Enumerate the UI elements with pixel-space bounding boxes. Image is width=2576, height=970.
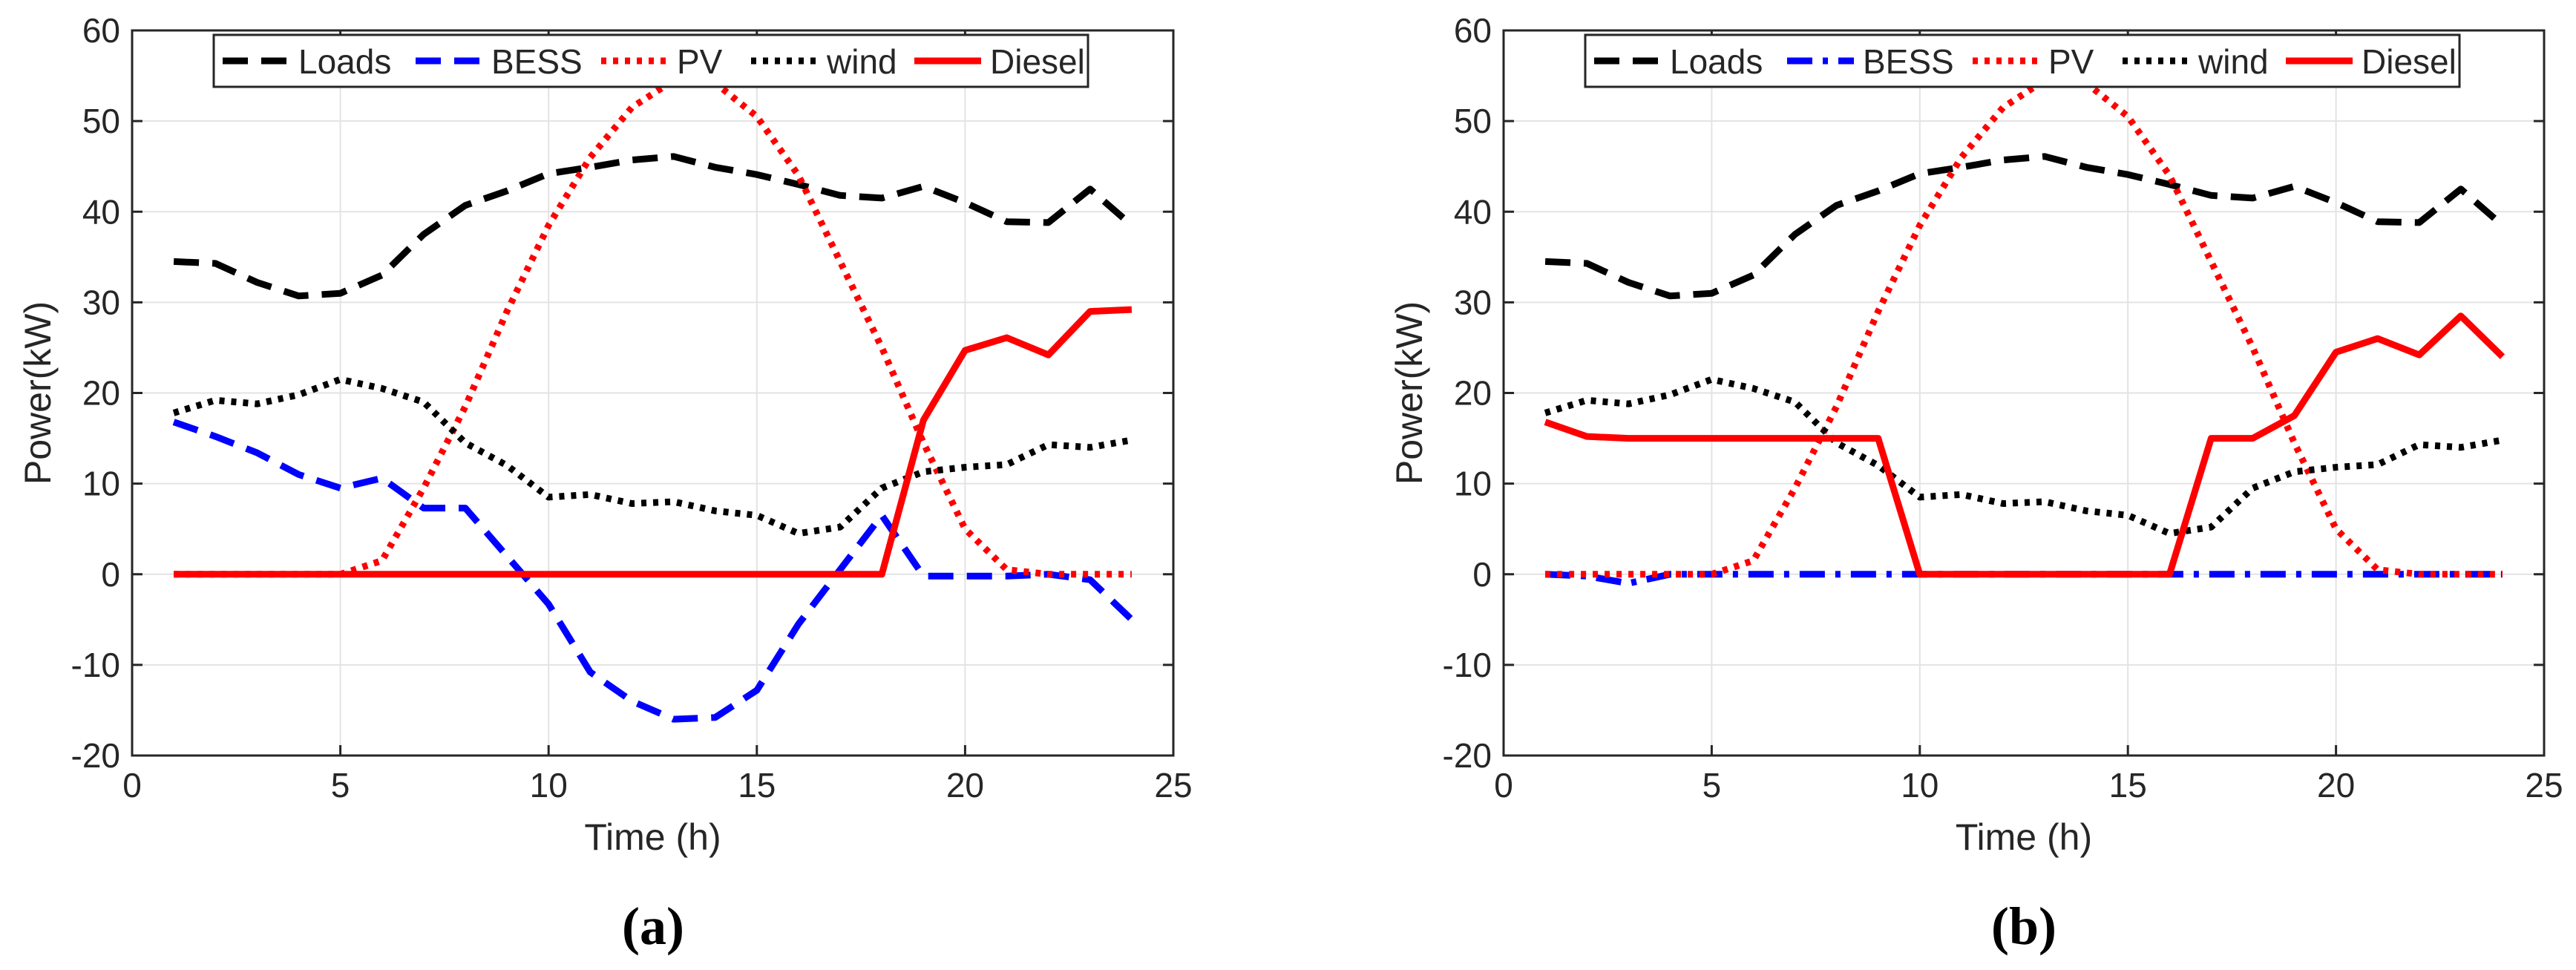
series-line-diesel bbox=[1544, 312, 2505, 578]
x-axis-label: Time (h) bbox=[1956, 816, 2092, 858]
series-line-loads bbox=[173, 153, 1134, 300]
legend: Loads BESS PV wind Diesel bbox=[1584, 33, 2461, 88]
chart-panel-a: 0 5 10 15 20 25 -20 -10 0 10 20 30 40 50 60 Time (h) Pow… bbox=[17, 11, 1193, 956]
legend-label-diesel: Diesel bbox=[990, 42, 1085, 81]
x-tick-label: 15 bbox=[2109, 766, 2147, 804]
legend-label-diesel: Diesel bbox=[2362, 42, 2457, 81]
y-tick-label: -10 bbox=[1443, 646, 1492, 684]
y-axis-label: Power(kW) bbox=[1389, 301, 1430, 485]
y-tick-label: 60 bbox=[1454, 11, 1492, 50]
x-tick-label: 0 bbox=[122, 766, 142, 804]
y-tick-label: 40 bbox=[82, 192, 120, 231]
y-tick-label: 20 bbox=[1454, 374, 1492, 413]
legend-label-pv: PV bbox=[2048, 42, 2094, 81]
x-tick-label: 0 bbox=[1494, 766, 1513, 804]
y-tick-label: 0 bbox=[101, 555, 120, 594]
x-tick-label: 25 bbox=[1154, 766, 1192, 804]
x-tick-label: 5 bbox=[331, 766, 350, 804]
legend-label-wind: wind bbox=[826, 42, 897, 81]
y-tick-label: 50 bbox=[82, 102, 120, 140]
series-line-loads bbox=[1544, 153, 2505, 300]
x-tick-label: 5 bbox=[1702, 766, 1722, 804]
ticks: 0 5 10 15 20 25 -20 -10 0 10 20 30 40 50 60 bbox=[71, 11, 1193, 804]
legend-label-pv: PV bbox=[677, 42, 723, 81]
legend-label-loads: Loads bbox=[1670, 42, 1763, 81]
y-tick-label: -10 bbox=[71, 646, 120, 684]
legend: Loads BESS PV wind Diesel bbox=[212, 33, 1089, 88]
y-tick-label: 30 bbox=[82, 283, 120, 321]
y-tick-label: 10 bbox=[82, 465, 120, 503]
series-group bbox=[1544, 76, 2505, 587]
y-tick-label: 40 bbox=[1454, 192, 1492, 231]
series-line-bess bbox=[172, 419, 1135, 723]
legend-label-loads: Loads bbox=[298, 42, 391, 81]
legend-label-wind: wind bbox=[2198, 42, 2269, 81]
x-tick-label: 15 bbox=[738, 766, 776, 804]
series-line-pv bbox=[1545, 76, 2503, 578]
y-tick-label: 20 bbox=[82, 374, 120, 413]
panel-caption: (b) bbox=[1991, 897, 2056, 956]
y-tick-label: 0 bbox=[1472, 555, 1492, 594]
y-tick-label: 10 bbox=[1454, 465, 1492, 503]
y-tick-label: -20 bbox=[1443, 736, 1492, 775]
x-tick-label: 20 bbox=[946, 766, 984, 804]
y-tick-label: 50 bbox=[1454, 102, 1492, 140]
y-tick-label: -20 bbox=[71, 736, 120, 775]
x-axis-label: Time (h) bbox=[584, 816, 721, 858]
y-axis-label: Power(kW) bbox=[17, 301, 59, 485]
x-tick-label: 10 bbox=[530, 766, 568, 804]
legend-label-bess: BESS bbox=[491, 42, 583, 81]
x-tick-label: 10 bbox=[1901, 766, 1938, 804]
legend-label-bess: BESS bbox=[1863, 42, 1954, 81]
legend-box bbox=[1584, 33, 2461, 88]
y-tick-label: 60 bbox=[82, 11, 120, 50]
x-tick-label: 20 bbox=[2317, 766, 2355, 804]
x-tick-label: 25 bbox=[2525, 766, 2563, 804]
series-group bbox=[172, 76, 1135, 723]
panel-caption: (a) bbox=[622, 897, 684, 956]
y-tick-label: 30 bbox=[1454, 283, 1492, 321]
chart-panel-b: 0 5 10 15 20 25 -20 -10 0 10 20 30 40 50 60 Time (h) Pow… bbox=[1389, 11, 2563, 956]
series-line-diesel bbox=[174, 306, 1133, 578]
